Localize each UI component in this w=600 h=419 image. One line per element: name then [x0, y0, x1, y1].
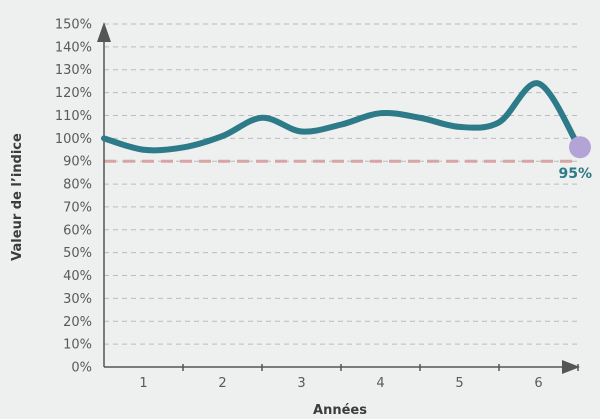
- x-tick-label: 6: [534, 376, 542, 391]
- x-tick-label: 2: [218, 376, 226, 391]
- end-value-label: 95%: [558, 166, 592, 182]
- y-tick-label: 150%: [55, 18, 92, 33]
- y-axis-arrow: [97, 22, 111, 42]
- x-tick-label: 4: [376, 376, 384, 391]
- axes: [97, 22, 580, 374]
- end-point-marker: [569, 136, 591, 159]
- y-tick-label: 140%: [55, 40, 92, 55]
- series-group: [101, 80, 591, 159]
- x-tick-labels: 1 2 3 4 5 6: [139, 376, 542, 391]
- series-line: [101, 80, 581, 154]
- y-tick-labels: 0% 10% 20% 30% 40% 50% 60% 70% 80% 90% 100% 110% 120…: [55, 18, 92, 376]
- x-axis-title: Années: [313, 403, 367, 418]
- grid-lines: [104, 23, 578, 345]
- y-tick-label: 60%: [63, 223, 92, 238]
- y-tick-label: 0%: [71, 361, 92, 376]
- y-tick-label: 100%: [55, 132, 92, 147]
- x-tick-label: 3: [297, 376, 305, 391]
- y-tick-label: 110%: [55, 109, 92, 124]
- y-tick-label: 50%: [63, 246, 92, 261]
- y-tick-label: 90%: [63, 155, 92, 170]
- y-tick-label: 70%: [63, 200, 92, 215]
- y-tick-label: 40%: [63, 269, 92, 284]
- x-axis-arrow: [562, 360, 580, 374]
- y-tick-label: 130%: [55, 63, 92, 78]
- y-tick-label: 30%: [63, 292, 92, 307]
- y-tick-label: 80%: [63, 178, 92, 193]
- x-tick-label: 5: [455, 376, 463, 391]
- y-tick-label: 120%: [55, 86, 92, 101]
- x-tick-label: 1: [139, 376, 147, 391]
- y-tick-label: 10%: [63, 338, 92, 353]
- y-tick-label: 20%: [63, 315, 92, 330]
- y-axis-title: Valeur de l’indice: [10, 133, 25, 261]
